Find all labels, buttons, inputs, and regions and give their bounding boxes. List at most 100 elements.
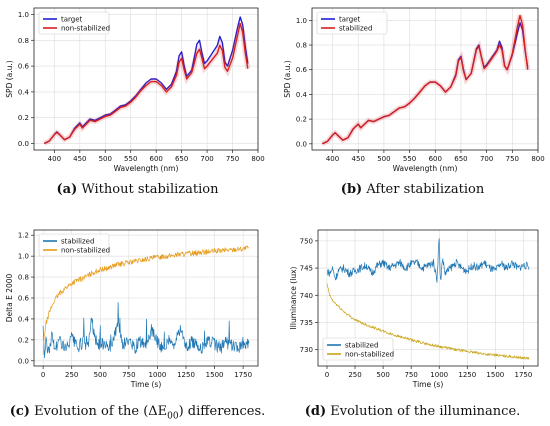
x-tick-label: 500 — [99, 155, 112, 163]
caption-c-tail: ) differences. — [178, 404, 266, 419]
chart-d: 0 250 500 750 1000 1250 1500 1750 730 735 740 745 75… — [289, 229, 539, 389]
x-tick-label: 1250 — [458, 371, 476, 379]
series-glow — [321, 14, 531, 147]
legend-label: stabilized — [61, 238, 94, 246]
plot-frame — [33, 229, 259, 367]
caption-b-text: After stabilization — [366, 182, 485, 197]
x-tick-label: 600 — [429, 155, 442, 163]
caption-d-letter: (d) — [304, 404, 327, 419]
x-tick-label: 550 — [124, 155, 137, 163]
caption-b-letter: (b) — [340, 182, 363, 197]
y-tick-label: 1.0 — [18, 11, 29, 19]
x-tick-label: 550 — [403, 155, 416, 163]
x-tick-label: 750 — [506, 155, 519, 163]
plot-frame — [33, 7, 259, 151]
legend-label: non-stabilized — [61, 247, 110, 255]
x-tick-label: 500 — [376, 371, 389, 379]
y-tick-label: 730 — [300, 346, 313, 354]
x-tick-label: 450 — [352, 155, 365, 163]
caption-b: (b) After stabilization — [275, 182, 550, 197]
caption-a: (a) Without stabilization — [0, 182, 275, 197]
x-tick-label: 1000 — [430, 371, 448, 379]
series-line-non-stabilized — [43, 22, 249, 145]
legend-label: target — [61, 16, 83, 24]
chart-b: 400 450 500 550 600 650 700 750 800 0.0 0.2 0.4 0.6 0… — [283, 7, 545, 173]
y-tick-label: 1.0 — [296, 17, 307, 25]
y-tick-label: 740 — [300, 292, 313, 300]
y-tick-label: 0.0 — [18, 140, 29, 148]
x-tick-label: 750 — [404, 371, 417, 379]
series-line-stabilized — [42, 302, 250, 359]
x-axis-label: Time (s) — [130, 380, 162, 389]
series-line-non-stabilized — [42, 245, 250, 355]
x-axis-label: Wavelength (nm) — [393, 164, 458, 173]
y-tick-label: 735 — [300, 319, 313, 327]
chart-c: 0 250 500 750 1000 1250 1500 1750 0.0 0.2 0.4 0.6 0.… — [5, 229, 259, 389]
series-line-stabilized — [326, 238, 530, 283]
x-tick-label: 500 — [377, 155, 390, 163]
caption-c-text: Evolution of the (ΔE — [34, 404, 168, 419]
x-tick-label: 1750 — [234, 371, 252, 379]
y-tick-label: 1.0 — [18, 253, 29, 261]
caption-d: (d) Evolution of the illuminance. — [275, 404, 550, 419]
x-tick-label: 750 — [226, 155, 239, 163]
legend-label: stabilized — [339, 25, 372, 33]
series-line-non-stabilized — [326, 283, 530, 360]
legend-label: stabilized — [345, 342, 378, 350]
x-tick-label: 1500 — [206, 371, 224, 379]
x-tick-label: 1500 — [486, 371, 504, 379]
y-tick-label: 0.2 — [18, 336, 29, 344]
legend-label: target — [339, 16, 361, 24]
x-tick-label: 600 — [149, 155, 162, 163]
x-tick-label: 0 — [325, 371, 329, 379]
x-tick-label: 750 — [122, 371, 135, 379]
x-tick-label: 650 — [454, 155, 467, 163]
series-line-stabilized — [322, 14, 529, 145]
caption-a-letter: (a) — [56, 182, 78, 197]
caption-c-sub: 00 — [167, 411, 179, 422]
series-glow — [43, 22, 251, 146]
caption-c: (c) Evolution of the (ΔE00) differences. — [0, 404, 275, 422]
x-tick-label: 250 — [65, 371, 78, 379]
y-tick-label: 745 — [300, 265, 313, 273]
x-tick-label: 450 — [73, 155, 86, 163]
x-tick-label: 1250 — [177, 371, 195, 379]
y-tick-label: 0.4 — [18, 88, 30, 96]
x-axis-label: Wavelength (nm) — [114, 164, 179, 173]
x-tick-label: 0 — [41, 371, 45, 379]
y-tick-label: 0.2 — [296, 116, 307, 124]
y-tick-label: 0.0 — [18, 357, 29, 365]
x-tick-label: 400 — [48, 155, 61, 163]
x-tick-label: 800 — [531, 155, 544, 163]
y-tick-label: 0.6 — [296, 66, 308, 74]
chart-a: 400 450 500 550 600 650 700 750 800 0.0 0.2 0.4 0.6 0… — [5, 7, 265, 173]
legend-label: non-stabilized — [61, 25, 110, 33]
y-tick-label: 750 — [300, 237, 313, 245]
x-tick-label: 650 — [175, 155, 188, 163]
x-tick-label: 1750 — [514, 371, 532, 379]
y-tick-label: 0.8 — [18, 37, 29, 45]
caption-a-text: Without stabilization — [81, 182, 219, 197]
x-tick-label: 700 — [480, 155, 493, 163]
x-tick-label: 800 — [251, 155, 264, 163]
plot-frame — [317, 229, 539, 367]
x-axis-label: Time (s) — [412, 380, 444, 389]
y-axis-label: SPD (a.u.) — [5, 60, 14, 97]
x-tick-label: 1000 — [149, 371, 167, 379]
x-tick-label: 500 — [94, 371, 107, 379]
y-tick-label: 0.4 — [18, 315, 30, 323]
y-axis-label: SPD (a.u.) — [283, 60, 292, 97]
series-line-target — [43, 16, 249, 145]
x-tick-label: 400 — [326, 155, 339, 163]
y-tick-label: 0.0 — [296, 140, 307, 148]
x-tick-label: 250 — [348, 371, 361, 379]
plot-frame — [311, 7, 539, 151]
y-tick-label: 0.8 — [296, 42, 307, 50]
y-tick-label: 1.2 — [18, 232, 29, 240]
x-tick-label: 700 — [200, 155, 213, 163]
